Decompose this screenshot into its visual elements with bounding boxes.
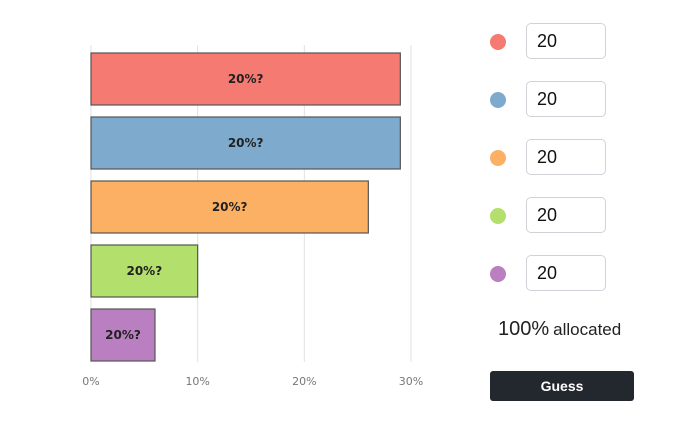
allocation-input-3[interactable] [526,139,606,175]
allocation-row [486,23,616,61]
allocated-percent: 100% [498,318,550,340]
guess-button[interactable]: Guess [490,371,634,401]
bars: 20%? 20%? 20%? 20%? 20%? [90,52,401,362]
bar-label: 20%? [212,200,248,214]
x-tick-label: 0% [82,375,99,388]
x-tick-label: 10% [185,375,209,388]
color-dot-icon [490,150,506,166]
allocation-input-1[interactable] [526,23,606,59]
allocation-input-5[interactable] [526,255,606,291]
bar-red[interactable] [90,52,401,106]
color-dot-icon [490,92,506,108]
x-axis-ticks: 0% 10% 20% 30% [82,375,423,388]
bar-orange[interactable] [90,180,369,234]
bar-purple[interactable] [90,308,156,362]
allocated-label: allocated [553,320,622,339]
allocation-input-2[interactable] [526,81,606,117]
allocation-row [486,139,616,177]
allocation-row [486,255,616,293]
color-dot-icon [490,34,506,50]
bar-label: 20%? [228,72,264,86]
allocation-row [486,197,616,235]
allocated-summary: 100% allocated [498,318,621,341]
x-tick-label: 20% [292,375,316,388]
bar-label: 20%? [126,264,162,278]
bar-blue[interactable] [90,116,401,170]
bar-green[interactable] [90,244,199,298]
color-dot-icon [490,208,506,224]
x-tick-label: 30% [399,375,423,388]
bar-label: 20%? [105,328,141,342]
allocation-row [486,81,616,119]
allocation-input-4[interactable] [526,197,606,233]
bar-label: 20%? [228,136,264,150]
color-dot-icon [490,266,506,282]
bar-chart: 20%? 20%? 20%? 20%? 20%? 0% 10% 20% 30% [82,45,423,388]
allocation-panel: 100%allocated Guess [486,0,700,429]
